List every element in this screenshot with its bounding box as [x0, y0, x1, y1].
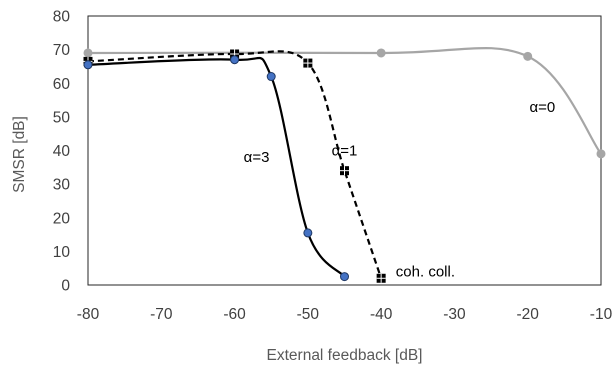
series-0-point [523, 51, 533, 61]
series-0-point [596, 149, 606, 159]
y-tick-label: 40 [53, 143, 71, 160]
y-tick-label: 20 [53, 210, 71, 227]
annotation-alpha-3: α=3 [244, 149, 270, 166]
y-tick-label: 80 [53, 9, 71, 26]
series-0-line [87, 46, 602, 155]
annotation-alpha-0: α=0 [529, 99, 555, 116]
y-tick-label: 10 [53, 244, 71, 261]
series-2-point [83, 60, 93, 70]
series-1-point [340, 166, 349, 176]
x-tick-label: -10 [590, 306, 613, 323]
annotation-alpha-1: α=1 [332, 143, 358, 160]
series-markers [83, 48, 606, 283]
series-1-point [303, 58, 313, 68]
labels: External feedback [dB] SMSR [dB] α=0 α=1… [11, 99, 555, 364]
series-2-point [340, 272, 349, 282]
x-tick-label: -80 [77, 306, 100, 323]
x-tick-label: -30 [443, 306, 466, 323]
series-0-point [376, 48, 386, 58]
x-tick-label: -60 [223, 306, 246, 323]
x-tick-label: -50 [297, 306, 320, 323]
series-2-point [230, 55, 240, 65]
series-2-point [303, 228, 313, 238]
series-2-point [266, 72, 276, 82]
axes: 0 10 20 30 40 50 60 70 80 -80 -70 -60 -50 -40 -30 -20 -1… [53, 9, 613, 324]
y-tick-label: 60 [53, 76, 71, 93]
y-tick-label: 70 [53, 42, 71, 59]
x-tick-label: -70 [150, 306, 173, 323]
x-tick-label: -20 [517, 306, 540, 323]
x-tick-label: -40 [370, 306, 393, 323]
series-0-point [83, 48, 93, 58]
y-tick-label: 0 [61, 278, 70, 295]
y-tick-label: 30 [53, 177, 71, 194]
y-tick-label: 50 [53, 109, 71, 126]
series-1-point [376, 273, 386, 283]
y-axis-label: SMSR [dB] [11, 116, 28, 193]
annotation-coherence-collapse: coh. coll. [396, 264, 455, 281]
x-axis-label: External feedback [dB] [267, 347, 423, 364]
